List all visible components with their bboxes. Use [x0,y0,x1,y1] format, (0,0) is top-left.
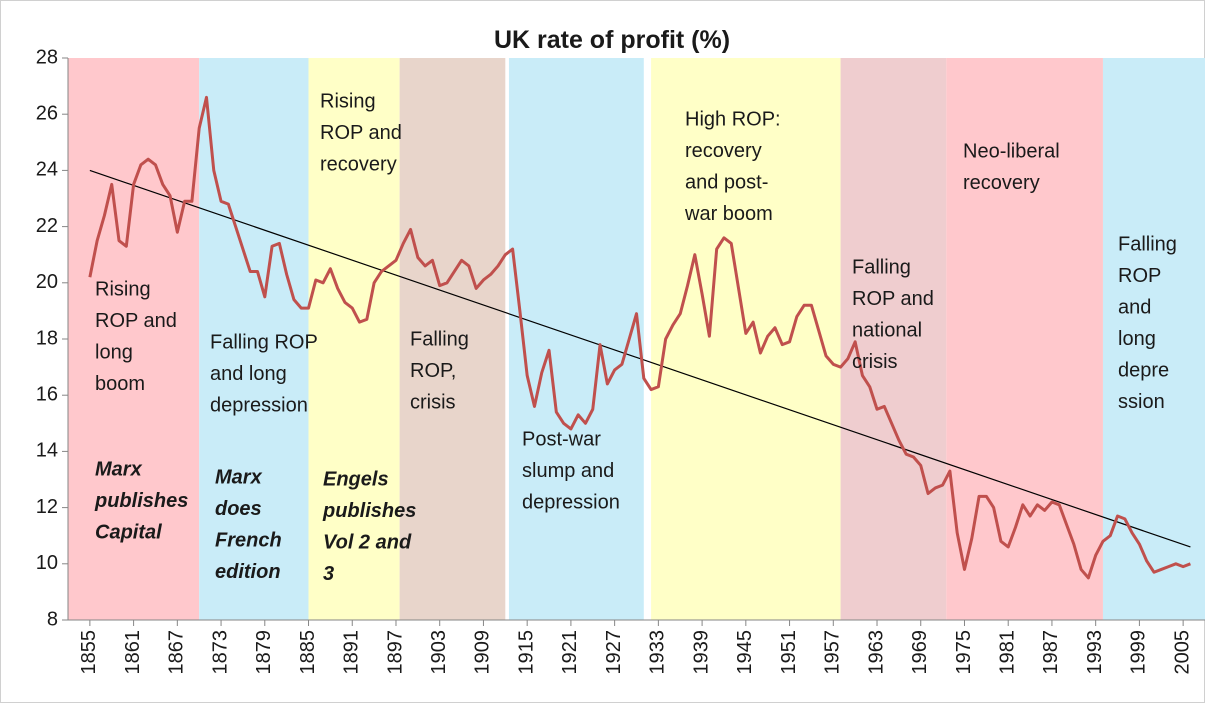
x-tick-label: 1855 [78,630,100,675]
period-label: ROP and [95,310,177,332]
period-label: recovery [963,172,1040,194]
x-tick-label: 1885 [297,630,319,675]
period-band [1102,58,1205,620]
period-label: ROP, [410,360,456,382]
period-note: Engels [323,468,389,490]
period-note: publishes [322,500,416,522]
x-tick-label: 1939 [690,630,712,675]
period-label: Falling [1118,233,1177,255]
period-band [199,58,309,620]
x-tick-label: 1987 [1040,630,1062,675]
x-tick-label: 1915 [515,630,537,675]
x-tick-label: 1873 [209,630,231,675]
y-tick-label: 22 [36,215,58,237]
x-tick-label: 1945 [734,630,756,675]
x-tick-label: 1951 [778,630,800,675]
period-label: Rising [320,90,376,112]
x-tick-label: 1867 [166,630,188,675]
period-label: recovery [685,140,762,162]
period-label: long [1118,328,1156,350]
y-tick-label: 12 [36,496,58,518]
x-tick-label: 1897 [384,630,406,675]
y-tick-label: 8 [47,608,58,630]
y-tick-label: 16 [36,383,58,405]
period-band [840,58,947,620]
y-tick-label: 20 [36,271,58,293]
x-tick-label: 1933 [647,630,669,675]
y-tick-label: 10 [36,552,58,574]
period-label: and long [210,363,287,385]
y-tick-label: 26 [36,102,58,124]
period-label: ROP and [852,288,934,310]
period-band [68,58,200,620]
period-label: crisis [410,391,456,413]
x-tick-label: 1927 [603,630,625,675]
x-tick-label: 1975 [953,630,975,675]
period-label: ROP [1118,265,1161,287]
x-tick-label: 1879 [253,630,275,675]
x-tick-label: 2005 [1171,630,1193,675]
period-label: boom [95,373,145,395]
x-tick-label: 1861 [122,630,144,675]
x-tick-label: 1891 [341,630,363,675]
period-band [399,58,506,620]
x-tick-label: 1921 [559,630,581,675]
period-label: depression [210,394,308,416]
x-tick-label: 1969 [909,630,931,675]
period-note: Vol 2 and [323,531,412,553]
period-note: French [215,529,282,551]
period-note: Capital [95,521,162,543]
period-band [651,58,841,620]
period-band [308,58,400,620]
y-tick-label: 24 [36,159,58,181]
period-label: Rising [95,278,151,300]
data-line [88,95,1191,580]
period-label: Post-war [522,428,601,450]
period-label: recovery [320,153,397,175]
y-tick-label: 28 [36,46,58,68]
period-label: long [95,341,133,363]
period-band [508,58,644,620]
period-label: crisis [852,351,898,373]
period-note: Marx [215,466,263,488]
x-tick-label: 1993 [1084,630,1106,675]
period-note: does [215,498,262,520]
period-note: 3 [323,563,334,585]
period-label: slump and [522,460,614,482]
period-label: Falling [852,256,911,278]
period-label: and post- [685,171,768,193]
period-label: ROP and [320,122,402,144]
period-label: depression [522,491,620,513]
period-note: Marx [95,458,143,480]
period-label: national [852,319,922,341]
chart-title: UK rate of profit (%) [494,26,730,54]
period-note: publishes [94,490,188,512]
period-label: and [1118,296,1151,318]
period-label: war boom [684,203,773,225]
period-note: edition [215,561,281,583]
period-label: depre [1118,359,1169,381]
x-tick-label: 1957 [822,630,844,675]
period-label: Neo-liberal [963,140,1060,162]
plot [62,57,1205,626]
x-tick-label: 1909 [472,630,494,675]
period-label: Falling [410,328,469,350]
period-label: Falling ROP [210,331,318,353]
x-tick-label: 1999 [1128,630,1150,675]
bands [68,58,1205,620]
y-tick-label: 18 [36,327,58,349]
period-label: High ROP: [685,108,781,130]
y-tick-label: 14 [36,440,58,462]
period-label: ssion [1118,391,1165,413]
x-tick-label: 1963 [865,630,887,675]
x-tick-label: 1981 [996,630,1018,675]
x-tick-label: 1903 [428,630,450,675]
